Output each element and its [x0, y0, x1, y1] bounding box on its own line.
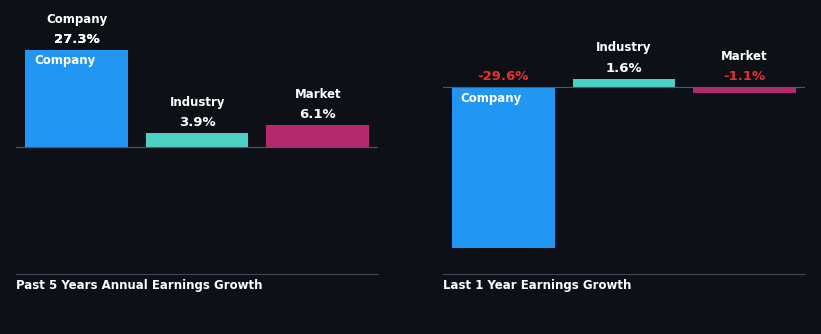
Text: Company: Company: [461, 92, 522, 105]
Text: 1.6%: 1.6%: [606, 62, 642, 75]
Text: 27.3%: 27.3%: [54, 33, 99, 46]
Text: 27.3%: 27.3%: [54, 33, 99, 46]
Text: Company: Company: [46, 13, 108, 25]
Text: Industry: Industry: [596, 41, 652, 54]
Text: 6.1%: 6.1%: [300, 108, 336, 121]
Bar: [572, 79, 675, 88]
Text: Market: Market: [721, 50, 768, 63]
Text: -1.1%: -1.1%: [723, 70, 765, 84]
Bar: [267, 125, 369, 147]
Bar: [25, 50, 128, 147]
Text: -29.6%: -29.6%: [478, 70, 529, 84]
Text: Past 5 Years Annual Earnings Growth: Past 5 Years Annual Earnings Growth: [16, 279, 263, 292]
Bar: [693, 88, 796, 94]
Text: Market: Market: [295, 88, 341, 101]
Bar: [452, 88, 554, 247]
Bar: [146, 133, 249, 147]
Text: Industry: Industry: [169, 96, 225, 109]
Text: Last 1 Year Earnings Growth: Last 1 Year Earnings Growth: [443, 279, 631, 292]
Text: 3.9%: 3.9%: [179, 116, 215, 129]
Text: Company: Company: [34, 54, 95, 67]
